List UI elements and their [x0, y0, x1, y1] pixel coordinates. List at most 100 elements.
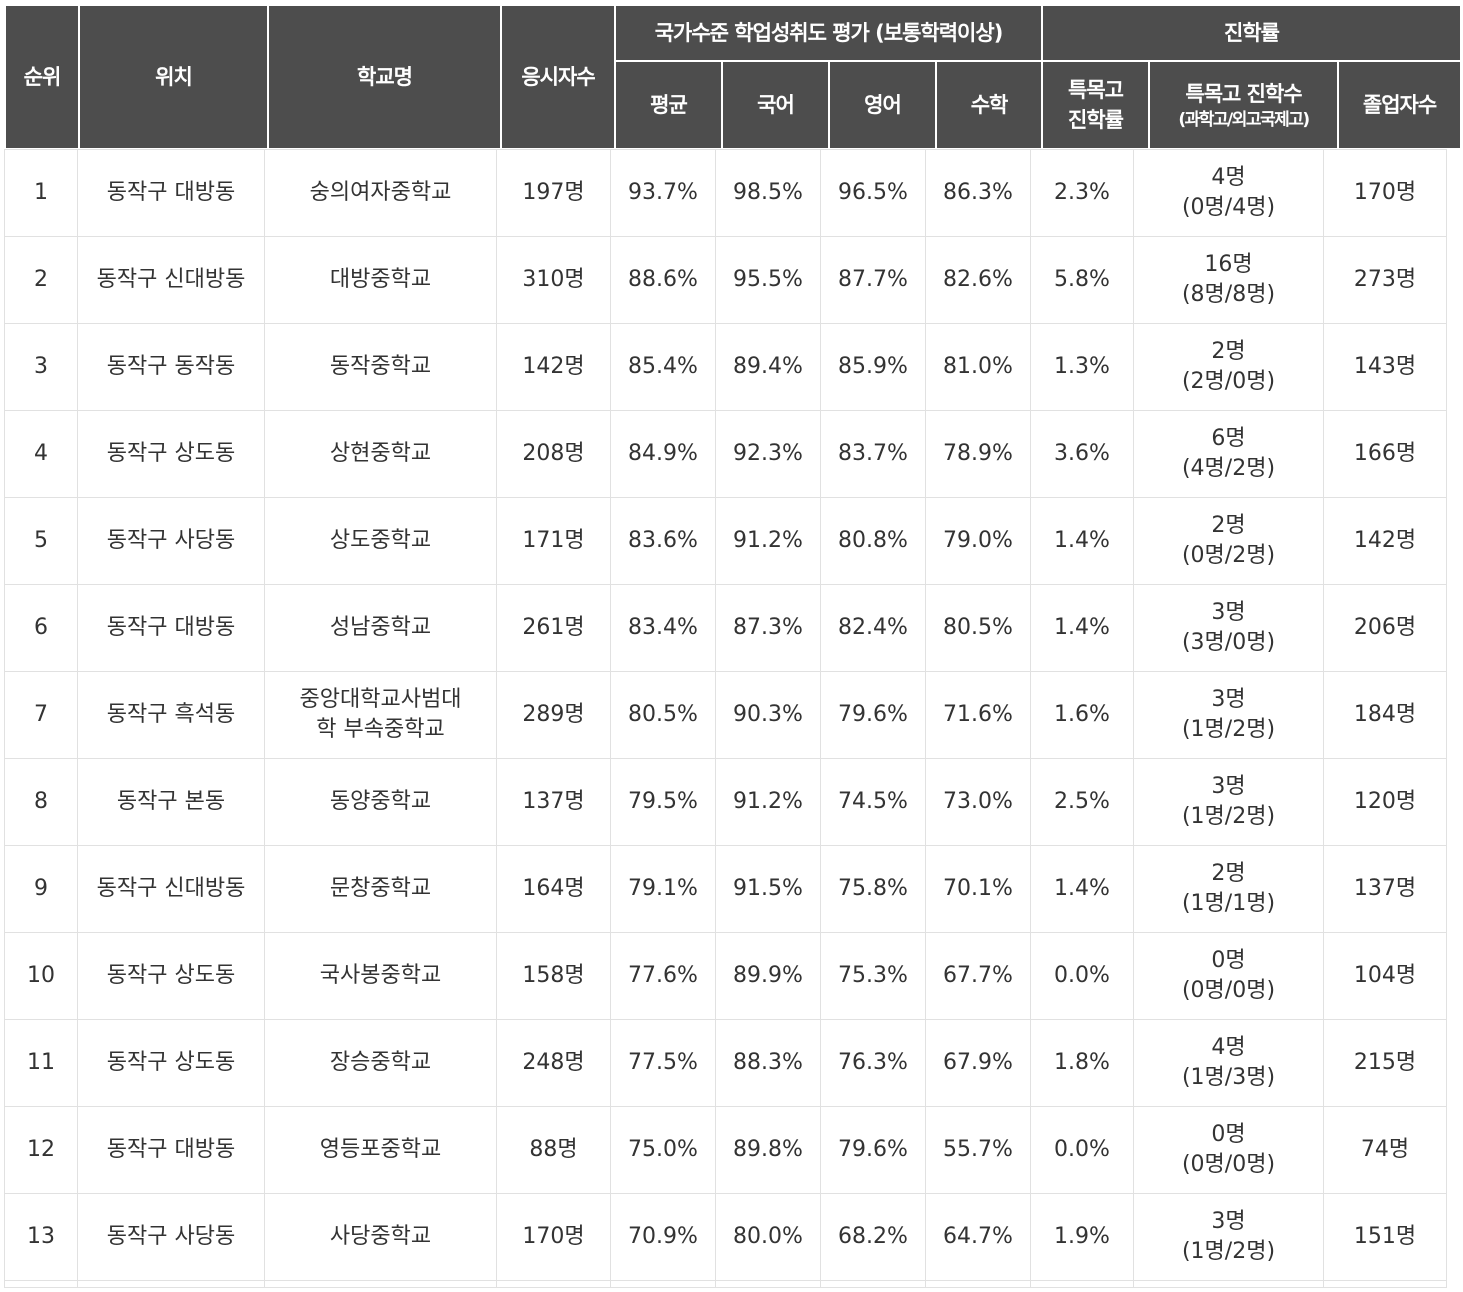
cell-special-rate: 1.9%	[1030, 1193, 1134, 1281]
cell-math: 81.0%	[925, 323, 1031, 411]
special-count: 3명	[1211, 1209, 1246, 1234]
cell-location: 동작구 사당동	[77, 497, 265, 585]
cell-korean: 88.3%	[715, 1019, 821, 1107]
cell-rank: 4	[4, 410, 78, 498]
special-count-detail: (0명/0명)	[1181, 978, 1276, 1003]
cell-math: 86.3%	[925, 149, 1031, 237]
cell-average: 79.5%	[610, 758, 716, 846]
header-location: 위치	[78, 4, 269, 150]
cell-school: 숭의여자중학교	[264, 149, 497, 237]
header-special-count-sub: (과학고/외고국제고)	[1178, 110, 1310, 130]
cutoff-cell	[715, 1280, 821, 1288]
cell-examinees: 137명	[496, 758, 611, 846]
cell-korean: 92.3%	[715, 410, 821, 498]
cell-special-rate: 1.3%	[1030, 323, 1134, 411]
table-row: 11 동작구 상도동 장승중학교 248명 77.5% 88.3% 76.3% 67.9% 1.…	[4, 1019, 1447, 1107]
special-count: 2명	[1211, 513, 1246, 538]
cell-location: 동작구 대방동	[77, 584, 265, 672]
cell-graduates: 104명	[1323, 932, 1447, 1020]
cell-examinees: 310명	[496, 236, 611, 324]
cell-korean: 87.3%	[715, 584, 821, 672]
cell-english: 85.9%	[820, 323, 926, 411]
cell-average: 77.5%	[610, 1019, 716, 1107]
cell-english: 82.4%	[820, 584, 926, 672]
cell-average: 93.7%	[610, 149, 716, 237]
cell-examinees: 170명	[496, 1193, 611, 1281]
cell-graduates: 184명	[1323, 671, 1447, 759]
cell-special-rate: 1.4%	[1030, 497, 1134, 585]
ranking-table: 1 동작구 대방동 숭의여자중학교 197명 93.7% 98.5% 96.5% 86.3% 2…	[4, 149, 1447, 1288]
special-count-detail: (4명/2명)	[1181, 456, 1276, 481]
cell-graduates: 215명	[1323, 1019, 1447, 1107]
special-count-detail: (1명/3명)	[1181, 1065, 1276, 1090]
cell-school: 국사봉중학교	[264, 932, 497, 1020]
cell-location: 동작구 상도동	[77, 932, 265, 1020]
cell-school: 동양중학교	[264, 758, 497, 846]
cell-graduates: 170명	[1323, 149, 1447, 237]
cell-english: 68.2%	[820, 1193, 926, 1281]
cell-graduates: 142명	[1323, 497, 1447, 585]
header-math: 수학	[934, 60, 1044, 150]
cell-graduates: 74명	[1323, 1106, 1447, 1194]
cell-school: 문창중학교	[264, 845, 497, 933]
header-graduates: 졸업자수	[1337, 60, 1463, 150]
cell-location: 동작구 사당동	[77, 1193, 265, 1281]
cutoff-cell	[925, 1280, 1031, 1288]
cutoff-cell	[1323, 1280, 1447, 1288]
cell-special-count: 4명 (0명/4명)	[1133, 149, 1324, 237]
cell-rank: 2	[4, 236, 78, 324]
cell-math: 67.7%	[925, 932, 1031, 1020]
cell-average: 75.0%	[610, 1106, 716, 1194]
cell-english: 83.7%	[820, 410, 926, 498]
header-school: 학교명	[267, 4, 502, 150]
cell-math: 78.9%	[925, 410, 1031, 498]
cell-rank: 12	[4, 1106, 78, 1194]
cell-location: 동작구 대방동	[77, 149, 265, 237]
header-advancement: 진학률	[1041, 4, 1463, 62]
cell-average: 83.6%	[610, 497, 716, 585]
cell-special-count: 16명 (8명/8명)	[1133, 236, 1324, 324]
cell-korean: 91.2%	[715, 758, 821, 846]
cell-rank: 8	[4, 758, 78, 846]
cell-examinees: 142명	[496, 323, 611, 411]
table-row: 1 동작구 대방동 숭의여자중학교 197명 93.7% 98.5% 96.5% 86.3% 2…	[4, 149, 1447, 237]
cell-special-count: 3명 (1명/2명)	[1133, 758, 1324, 846]
cell-graduates: 273명	[1323, 236, 1447, 324]
cell-rank: 13	[4, 1193, 78, 1281]
cell-average: 84.9%	[610, 410, 716, 498]
special-count: 4명	[1211, 165, 1246, 190]
cell-math: 82.6%	[925, 236, 1031, 324]
cell-korean: 90.3%	[715, 671, 821, 759]
cutoff-cell	[820, 1280, 926, 1288]
cell-special-count: 3명 (1명/2명)	[1133, 1193, 1324, 1281]
table-row: 9 동작구 신대방동 문창중학교 164명 79.1% 91.5% 75.8% 70.1% 1.…	[4, 845, 1447, 933]
cell-school: 영등포중학교	[264, 1106, 497, 1194]
cell-location: 동작구 신대방동	[77, 845, 265, 933]
special-count-detail: (0명/2명)	[1181, 543, 1276, 568]
cell-english: 75.8%	[820, 845, 926, 933]
header-special-rate: 특목고 진학률	[1041, 60, 1151, 150]
cell-math: 73.0%	[925, 758, 1031, 846]
cell-examinees: 88명	[496, 1106, 611, 1194]
cell-location: 동작구 상도동	[77, 410, 265, 498]
cutoff-cell	[264, 1280, 497, 1288]
cell-average: 79.1%	[610, 845, 716, 933]
cutoff-cell	[1133, 1280, 1324, 1288]
table-row: 13 동작구 사당동 사당중학교 170명 70.9% 80.0% 68.2% 64.7% 1.…	[4, 1193, 1447, 1281]
header-average: 평균	[614, 60, 723, 150]
table-header: 순위 위치 학교명 응시자수 국가수준 학업성취도 평가 (보통학력이상) 진학…	[4, 4, 1463, 150]
special-count: 3명	[1211, 774, 1246, 799]
cell-special-count: 3명 (1명/2명)	[1133, 671, 1324, 759]
cell-special-rate: 1.6%	[1030, 671, 1134, 759]
cell-rank: 1	[4, 149, 78, 237]
cell-examinees: 289명	[496, 671, 611, 759]
cell-korean: 91.5%	[715, 845, 821, 933]
cell-special-rate: 1.4%	[1030, 845, 1134, 933]
special-count: 16명	[1204, 252, 1253, 277]
cell-special-rate: 0.0%	[1030, 932, 1134, 1020]
special-count-detail: (1명/2명)	[1181, 717, 1276, 742]
cell-special-rate: 2.3%	[1030, 149, 1134, 237]
cutoff-cell	[77, 1280, 265, 1288]
cell-special-rate: 2.5%	[1030, 758, 1134, 846]
cell-school: 상도중학교	[264, 497, 497, 585]
